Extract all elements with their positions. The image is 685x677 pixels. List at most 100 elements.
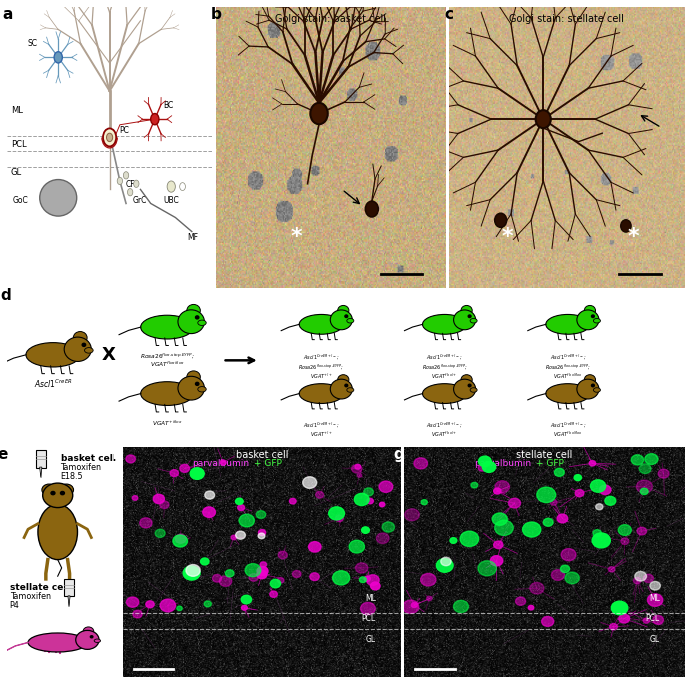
Circle shape (133, 610, 142, 618)
Circle shape (310, 103, 327, 124)
Circle shape (134, 180, 139, 188)
Text: g: g (393, 447, 403, 462)
Text: PCL: PCL (11, 140, 27, 149)
Ellipse shape (347, 318, 354, 323)
Text: GoC: GoC (13, 196, 29, 205)
Circle shape (575, 489, 584, 497)
Circle shape (126, 455, 136, 463)
Circle shape (290, 498, 296, 504)
Circle shape (203, 507, 215, 517)
Circle shape (592, 315, 595, 318)
Text: ML: ML (649, 594, 660, 603)
Circle shape (242, 605, 247, 610)
Circle shape (421, 573, 436, 586)
Circle shape (356, 563, 368, 573)
Circle shape (258, 529, 266, 536)
Circle shape (523, 522, 541, 537)
Text: GL: GL (11, 168, 22, 177)
Text: PCL: PCL (645, 613, 660, 623)
Circle shape (357, 473, 362, 477)
Circle shape (360, 577, 366, 583)
Circle shape (621, 538, 629, 544)
Circle shape (557, 514, 568, 523)
Circle shape (554, 468, 564, 477)
Circle shape (635, 571, 647, 581)
Circle shape (605, 496, 616, 505)
Circle shape (140, 518, 152, 528)
Circle shape (490, 556, 503, 566)
Text: Tamoxifen: Tamoxifen (10, 592, 51, 601)
Circle shape (643, 618, 649, 624)
Text: $VGAT^{flox/+}$: $VGAT^{flox/+}$ (432, 372, 458, 380)
Circle shape (405, 508, 419, 521)
Circle shape (60, 484, 73, 496)
Circle shape (403, 600, 419, 613)
Circle shape (238, 504, 245, 510)
Circle shape (376, 533, 389, 544)
Circle shape (360, 603, 375, 615)
Circle shape (611, 601, 628, 615)
Circle shape (621, 220, 631, 232)
Ellipse shape (40, 179, 77, 216)
Circle shape (574, 475, 582, 481)
FancyBboxPatch shape (64, 579, 74, 596)
Circle shape (590, 480, 606, 492)
Text: X: X (101, 346, 116, 364)
Circle shape (277, 577, 284, 583)
Text: $VGAT^{+/+}$: $VGAT^{+/+}$ (310, 372, 333, 380)
Text: E18.5: E18.5 (60, 473, 83, 481)
Circle shape (494, 488, 501, 494)
Circle shape (453, 379, 475, 399)
Circle shape (561, 548, 576, 561)
Circle shape (60, 492, 64, 495)
Ellipse shape (593, 318, 601, 323)
Circle shape (292, 571, 301, 577)
Circle shape (330, 379, 352, 399)
Text: basket cell: basket cell (60, 454, 116, 463)
Text: a: a (3, 7, 13, 22)
Circle shape (160, 501, 169, 508)
Text: $VGAT^{flox/flox}$: $VGAT^{flox/flox}$ (553, 430, 583, 439)
Circle shape (379, 481, 393, 492)
Circle shape (42, 483, 73, 508)
FancyBboxPatch shape (36, 450, 46, 468)
Ellipse shape (546, 314, 590, 334)
Circle shape (537, 487, 556, 502)
Circle shape (146, 600, 154, 608)
Circle shape (593, 529, 601, 537)
Circle shape (64, 337, 91, 362)
Circle shape (658, 469, 669, 478)
Text: *: * (290, 227, 302, 247)
Circle shape (160, 599, 175, 612)
Circle shape (550, 500, 557, 505)
Circle shape (76, 630, 99, 649)
Circle shape (167, 181, 175, 192)
Text: basket cell: basket cell (236, 450, 288, 460)
Text: + GFP: + GFP (536, 460, 564, 468)
Circle shape (170, 470, 179, 477)
Circle shape (103, 129, 116, 146)
Circle shape (155, 529, 165, 538)
Circle shape (345, 315, 348, 318)
Circle shape (258, 533, 265, 539)
Circle shape (180, 464, 190, 473)
Circle shape (516, 597, 525, 605)
Circle shape (636, 480, 652, 493)
Text: e: e (0, 447, 8, 462)
Ellipse shape (593, 388, 601, 392)
Ellipse shape (347, 388, 354, 392)
Circle shape (345, 385, 348, 387)
Circle shape (653, 615, 664, 624)
Circle shape (382, 522, 395, 532)
Circle shape (584, 374, 595, 385)
Circle shape (239, 514, 254, 527)
Circle shape (436, 559, 453, 572)
Circle shape (478, 561, 497, 576)
Circle shape (177, 606, 182, 611)
Circle shape (565, 572, 580, 584)
Circle shape (495, 520, 513, 536)
Text: c: c (444, 7, 453, 22)
Circle shape (153, 494, 164, 504)
Circle shape (440, 557, 451, 566)
Circle shape (257, 567, 268, 575)
